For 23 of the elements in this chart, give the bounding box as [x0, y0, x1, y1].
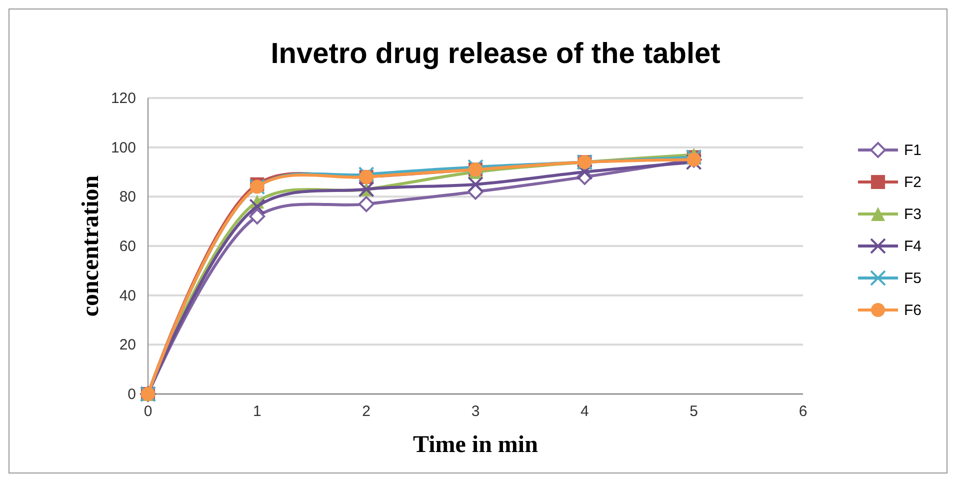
- legend-label: F3: [904, 206, 922, 223]
- x-axis-title: Time in min: [413, 432, 538, 458]
- y-tick-label: 0: [128, 386, 136, 403]
- y-tick-label: 60: [119, 238, 136, 255]
- y-tick-label: 120: [110, 90, 136, 107]
- x-tick-label: 1: [252, 403, 262, 420]
- legend-label: F1: [904, 142, 922, 159]
- y-tick-label: 40: [119, 287, 136, 304]
- y-tick-label: 100: [110, 139, 136, 156]
- y-tick-label: 80: [119, 188, 136, 206]
- x-tick-label: 6: [798, 403, 808, 420]
- x-tick-label: 5: [690, 403, 698, 420]
- x-tick-label: 4: [580, 403, 589, 420]
- chart-title: Invetro drug release of the tablet: [270, 38, 721, 70]
- x-tick-label: 2: [362, 403, 371, 420]
- y-tick-label: 20: [119, 336, 136, 354]
- legend-label: F4: [904, 238, 922, 255]
- x-tick-label: 3: [471, 403, 480, 420]
- legend-label: F2: [904, 174, 922, 191]
- legend-label: F6: [904, 302, 922, 319]
- y-axis-title: concentration: [78, 175, 104, 317]
- x-tick-label: 0: [144, 403, 152, 420]
- legend-label: F5: [904, 270, 922, 287]
